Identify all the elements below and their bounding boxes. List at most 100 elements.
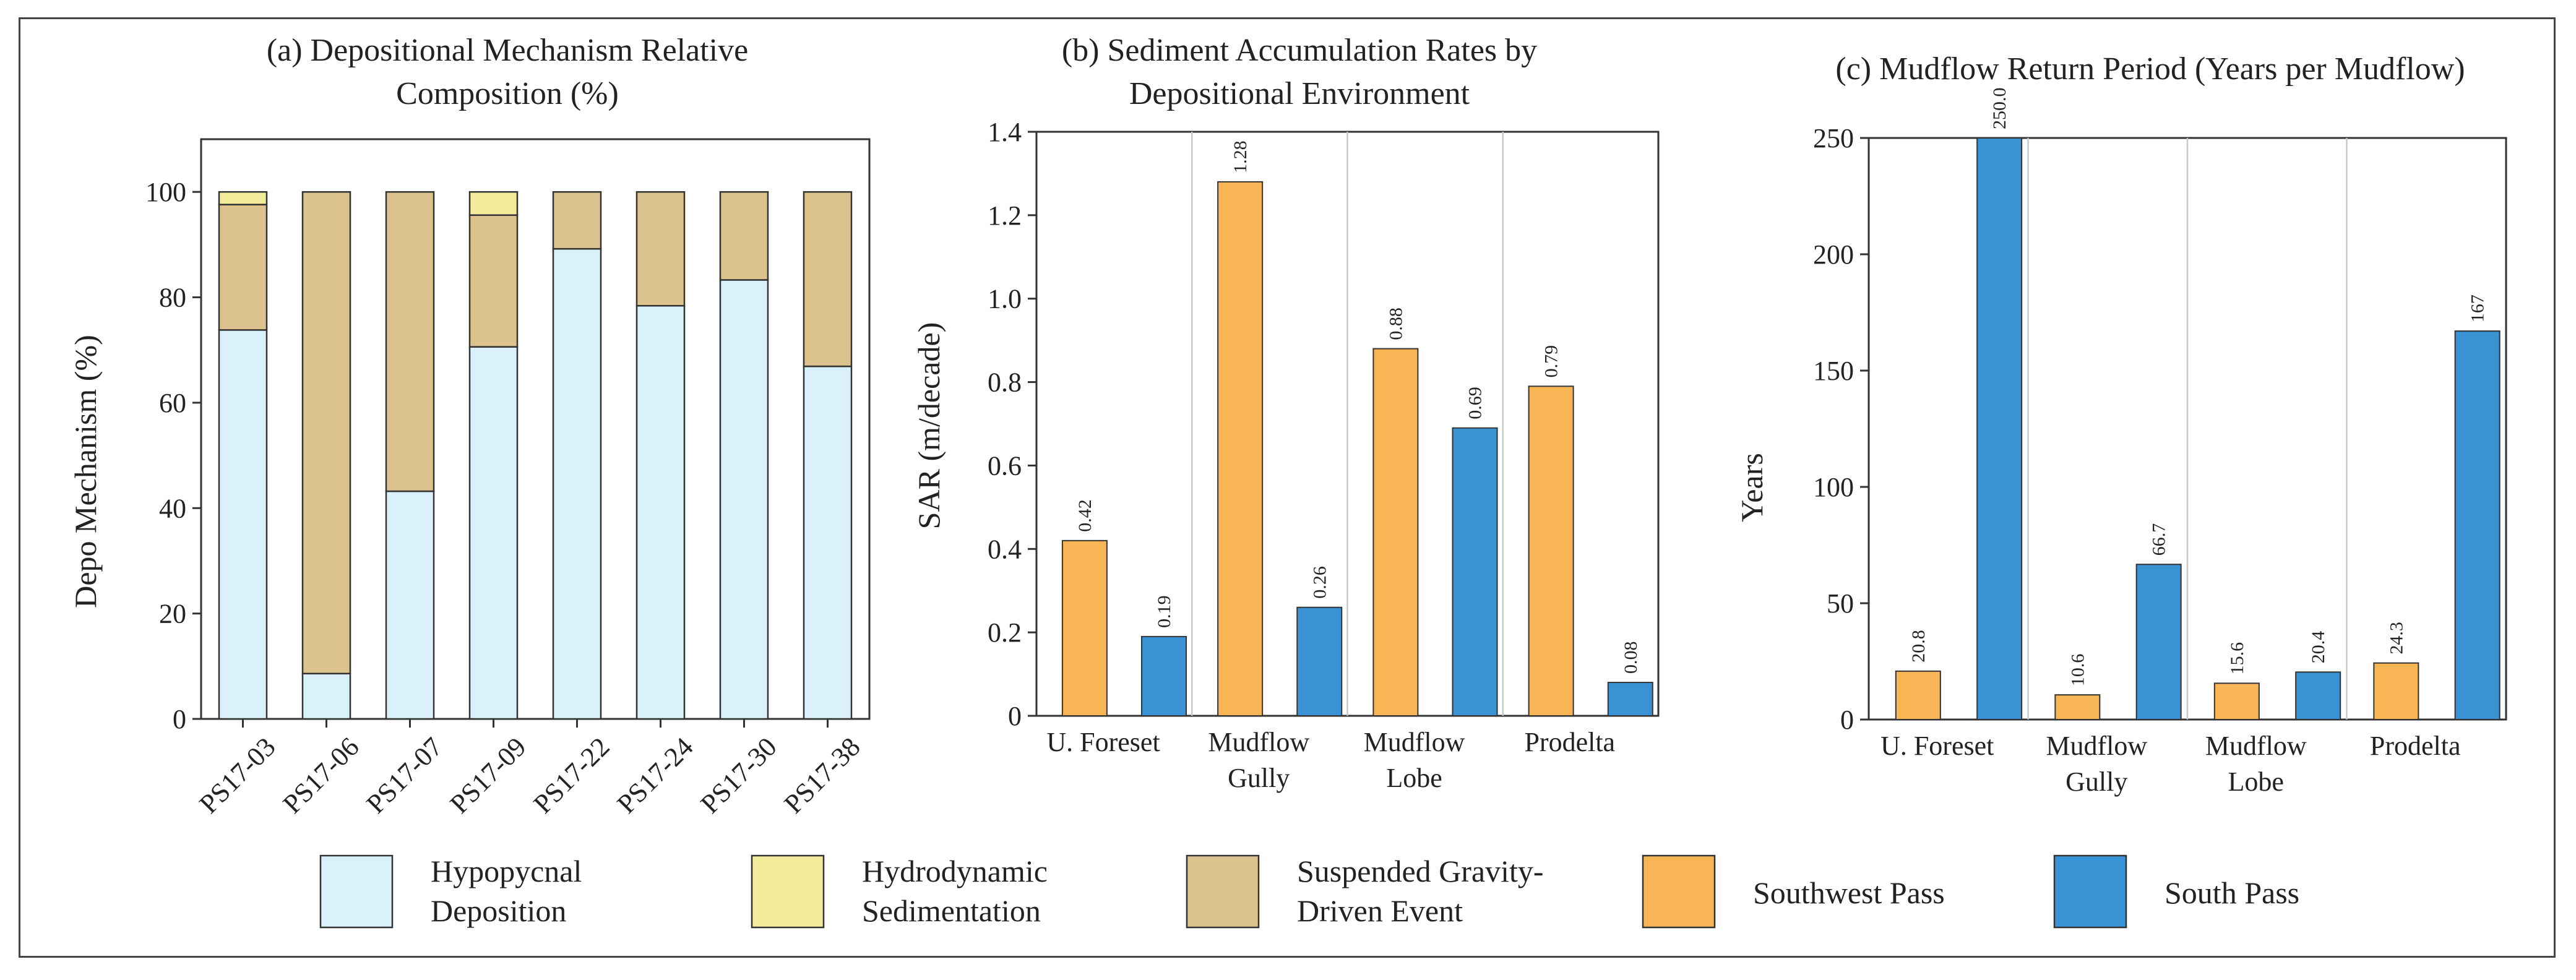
panel-a-bar-segment <box>803 191 853 368</box>
panel-c-x-category-label: Mudflow <box>2205 731 2307 761</box>
panel-b-bar <box>1141 635 1187 717</box>
panel-c-bar <box>2295 671 2341 721</box>
panel-b-y-tick-label: 0 <box>1008 701 1022 731</box>
panel-c-y-tick-label: 0 <box>1840 705 1854 735</box>
panel-b-bar <box>1217 181 1264 716</box>
panel-a-bar-segment <box>719 191 769 281</box>
panel-a-x-category-label: PS17-03 <box>194 731 282 819</box>
panel-c-data-label: 167 <box>2468 294 2488 322</box>
panel-c-data-label: 24.3 <box>2386 622 2406 655</box>
panel-b-title-line-1: (b) Sediment Accumulation Rates by <box>1062 33 1537 68</box>
legend-swatch <box>1186 854 1260 929</box>
panel-b-data-label: 0.69 <box>1465 387 1486 419</box>
panel-c-grouped-bar-chart: (c) Mudflow Return Period (Years per Mud… <box>1734 51 2507 797</box>
figure-frame <box>19 17 2556 958</box>
panel-b-bar <box>1061 539 1108 716</box>
panel-b-data-label: 0.19 <box>1154 595 1174 628</box>
panel-a-stacked-bar-chart: (a) Depositional Mechanism Relative Comp… <box>68 33 871 819</box>
panel-a-bar-segment <box>468 346 519 720</box>
panel-a-bar-segment <box>552 191 602 250</box>
panel-b-data-label: 0.79 <box>1541 345 1562 378</box>
panel-a-y-tick-label: 80 <box>159 283 186 313</box>
panel-c-x-category-label: U. Foreset <box>1880 731 1994 761</box>
panel-c-data-label: 20.8 <box>1908 630 1929 663</box>
legend-label: South Pass <box>2165 875 2299 910</box>
panel-b-data-label: 1.28 <box>1230 140 1251 173</box>
legend-label: Deposition <box>431 893 566 928</box>
panel-c-y-tick-label: 100 <box>1813 472 1854 502</box>
panel-b-bar <box>1296 606 1343 717</box>
panel-c-data-label: 20.4 <box>2308 631 2328 664</box>
panel-b-bar <box>1372 348 1419 716</box>
panel-a-y-tick-label: 40 <box>159 493 186 523</box>
panel-b-x-category-label: Lobe <box>1386 763 1442 793</box>
legend-label: Suspended Gravity- <box>1297 854 1544 888</box>
legend-swatch <box>751 854 825 929</box>
panel-a-title-line-2: Composition (%) <box>396 76 619 111</box>
panel-c-bar <box>2454 330 2501 720</box>
panel-a-bar-segment <box>301 191 351 674</box>
panel-b-x-category-label: U. Foreset <box>1046 727 1160 757</box>
panel-c-x-category-label: Prodelta <box>2370 731 2461 761</box>
panel-a-x-category-label: PS17-30 <box>695 731 783 819</box>
panel-b-x-category-label: Mudflow <box>1208 727 1309 757</box>
panel-b-data-label: 0.26 <box>1309 566 1330 599</box>
panel-b-bar <box>1607 682 1653 716</box>
panel-a-x-category-label: PS17-38 <box>778 731 866 819</box>
panel-b-y-tick-label: 0.4 <box>988 534 1022 564</box>
panel-a-bar-segment <box>552 247 602 720</box>
panel-a-plot-frame <box>200 138 871 720</box>
panel-b-title-line-2: Depositional Environment <box>1129 76 1470 111</box>
legend-swatch <box>319 854 394 929</box>
panel-a-y-tick-label: 20 <box>159 599 186 629</box>
panel-a-bar-segment <box>719 279 769 720</box>
panel-b-y-tick-label: 1.2 <box>988 200 1022 231</box>
panel-a-bar-segment <box>468 191 519 216</box>
panel-b-bar <box>1528 385 1574 716</box>
panel-c-data-label: 15.6 <box>2227 642 2247 675</box>
panel-a-bar-segment <box>218 204 268 331</box>
panel-b-x-category-label: Mudflow <box>1364 727 1465 757</box>
panel-a-x-category-label: PS17-24 <box>611 731 699 819</box>
legend-label: Hypopycnal <box>431 854 582 888</box>
panel-b-y-tick-label: 0.6 <box>988 450 1022 481</box>
panel-b-y-tick-label: 1.4 <box>988 117 1022 147</box>
panel-b-y-tick-label: 1.0 <box>988 284 1022 314</box>
panel-a-bar-segment <box>301 673 351 720</box>
panel-b-x-category-label: Gully <box>1228 763 1290 793</box>
legend-swatch <box>1642 854 1716 929</box>
panel-c-bar <box>1976 137 2023 720</box>
panel-b-y-tick-label: 0.8 <box>988 368 1022 398</box>
panel-b-y-axis-label: SAR (m/decade) <box>911 322 946 530</box>
panel-c-bar <box>1895 670 1941 720</box>
panel-a-x-category-label: PS17-22 <box>528 731 616 819</box>
legend-swatch <box>2053 854 2127 929</box>
legend: Hypopycnal Deposition Hydrodynamic Sediment… <box>319 854 2299 929</box>
panel-c-bar <box>2213 682 2260 720</box>
panel-a-y-tick-label: 60 <box>159 388 186 418</box>
panel-c-data-label: 10.6 <box>2067 654 2088 687</box>
panel-c-bar <box>2054 694 2101 721</box>
panel-a-y-tick-label: 0 <box>173 704 186 734</box>
legend-label: Hydrodynamic <box>862 854 1048 888</box>
panel-c-x-category-label: Mudflow <box>2046 731 2147 761</box>
panel-a-bar-segment <box>218 329 268 720</box>
panel-c-y-axis-label: Years <box>1734 453 1769 522</box>
panel-a-bar-segment <box>803 365 853 720</box>
panel-b-data-label: 0.08 <box>1621 642 1641 674</box>
panel-c-bar <box>2373 662 2419 720</box>
panel-a-y-tick-label: 100 <box>145 177 186 207</box>
panel-c-y-tick-label: 250 <box>1813 123 1854 153</box>
panel-a-bar-segment <box>218 191 268 205</box>
legend-label: Sedimentation <box>862 893 1041 928</box>
panel-b-data-label: 0.42 <box>1075 499 1095 532</box>
panel-a-x-category-label: PS17-09 <box>444 731 532 819</box>
panel-c-x-category-label: Lobe <box>2228 767 2284 797</box>
panel-c-data-label: 66.7 <box>2149 523 2169 556</box>
panel-c-title-line-1: (c) Mudflow Return Period (Years per Mud… <box>1835 51 2465 87</box>
panel-c-data-label: 250.0 <box>1989 88 2010 130</box>
panel-b-bar <box>1452 427 1498 716</box>
panel-b-data-label: 0.88 <box>1385 307 1406 340</box>
legend-label: Southwest Pass <box>1753 875 1945 910</box>
panel-c-y-tick-label: 150 <box>1813 356 1854 386</box>
